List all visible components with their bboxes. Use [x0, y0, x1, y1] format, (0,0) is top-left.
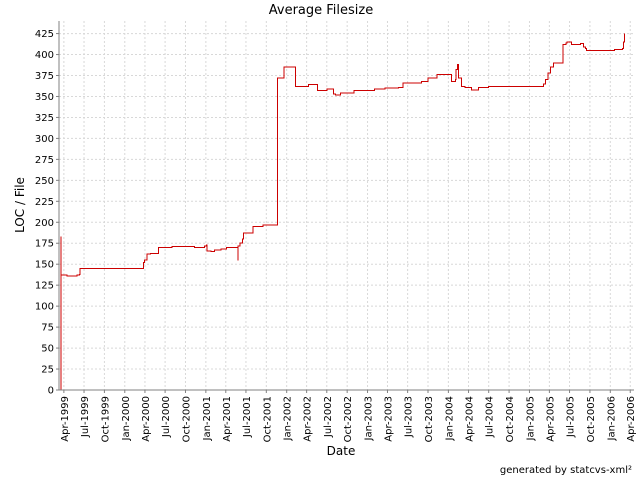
x-tick-label: Jul-2003 [404, 396, 415, 438]
x-tick-label: Apr-2002 [303, 396, 314, 442]
x-tick-label: Apr-2000 [141, 396, 152, 442]
x-tick-label: Jul-1999 [80, 396, 91, 438]
x-tick-label: Jul-2002 [323, 396, 334, 438]
x-tick-label: Oct-2005 [586, 396, 597, 442]
x-tick-label: Apr-2001 [222, 396, 233, 442]
gridlines [59, 21, 634, 391]
x-tick-label: Apr-2005 [545, 396, 556, 442]
y-axis-label: LOC / File [13, 177, 27, 233]
y-tick-label: 100 [35, 302, 54, 313]
x-tick-label: Oct-2003 [424, 396, 435, 442]
y-tick-label: 50 [41, 344, 54, 355]
chart-title: Average Filesize [269, 3, 373, 18]
y-tick-label: 425 [35, 29, 54, 40]
x-tick-label: Jan-2006 [606, 396, 617, 441]
y-tick-label: 300 [35, 134, 54, 145]
x-tick-label: Oct-2001 [262, 396, 273, 442]
x-tick-label: Apr-2004 [465, 396, 476, 442]
series-line-0 [60, 33, 625, 390]
x-tick-label: Jan-2001 [202, 396, 213, 441]
y-axis-ticks: 0 25 50 75 100 125 150 175 200 225 250 275 300 325 350… [35, 29, 59, 397]
x-tick-label: Jul-2000 [161, 396, 172, 438]
x-tick-label: Apr-2006 [626, 396, 637, 442]
y-tick-label: 375 [35, 71, 54, 82]
x-tick-label: Jan-2005 [525, 396, 536, 441]
y-tick-label: 175 [35, 239, 54, 250]
x-tick-label: Oct-2002 [343, 396, 354, 442]
x-axis-label: Date [327, 444, 356, 458]
y-tick-label: 250 [35, 176, 54, 187]
y-tick-label: 225 [35, 197, 54, 208]
x-tick-label: Oct-2000 [181, 396, 192, 442]
y-tick-label: 150 [35, 260, 54, 271]
y-tick-label: 275 [35, 155, 54, 166]
generator-credit: generated by statcvs-xml² [500, 465, 632, 476]
x-tick-label: Apr-1999 [60, 396, 71, 442]
plot-area [59, 21, 634, 390]
x-tick-label: Oct-2004 [505, 396, 516, 442]
x-tick-label: Jan-2004 [444, 396, 455, 441]
y-tick-label: 400 [35, 50, 54, 61]
x-tick-label: Jan-2002 [283, 396, 294, 441]
x-tick-label: Apr-2003 [383, 396, 394, 442]
y-tick-label: 325 [35, 113, 54, 124]
y-tick-label: 25 [41, 365, 54, 376]
data-series-line [60, 33, 625, 390]
x-tick-label: Jan-2000 [121, 396, 132, 441]
axes [58, 21, 634, 391]
y-tick-label: 0 [48, 386, 54, 397]
y-tick-label: 75 [41, 323, 54, 334]
x-tick-label: Jul-2001 [242, 396, 253, 438]
x-tick-label: Jul-2004 [485, 396, 496, 438]
x-tick-label: Jul-2005 [566, 396, 577, 438]
x-axis-ticks: Apr-1999 Jul-1999 Oct-1999 Jan-2000 Apr-2000… [60, 390, 637, 442]
y-tick-label: 125 [35, 281, 54, 292]
x-tick-label: Oct-1999 [100, 396, 111, 442]
x-tick-label: Jan-2003 [364, 396, 375, 441]
y-tick-label: 350 [35, 92, 54, 103]
y-tick-label: 200 [35, 218, 54, 229]
